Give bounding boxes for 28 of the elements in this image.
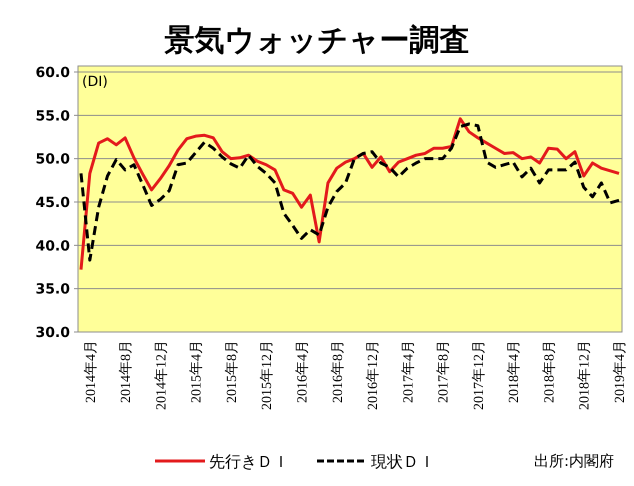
x-tick-label: 2018年8月	[541, 340, 558, 403]
x-tick-label: 2016年8月	[330, 340, 346, 403]
x-tick-label: 2017年8月	[436, 340, 452, 403]
x-tick-label: 2014年4月	[82, 340, 99, 403]
x-tick-label: 2019年4月	[612, 340, 628, 403]
text: 出所:内閣府	[534, 452, 614, 470]
x-tick-label: 2017年4月	[400, 340, 416, 403]
y-tick-label: 30.0	[35, 325, 70, 341]
x-tick-label: 2015年4月	[188, 340, 205, 403]
x-tick-label: 2017年12月	[470, 340, 487, 410]
y-tick-label: 45.0	[35, 195, 70, 211]
y-tick-label: 55.0	[35, 108, 70, 124]
x-tick-label: 2018年12月	[576, 340, 593, 410]
x-tick-label: 2015年8月	[224, 340, 240, 403]
x-tick-label: 2018年4月	[506, 340, 522, 403]
x-tick-label: 2014年12月	[153, 340, 170, 410]
chart-title: 景気ウォッチャー調査	[164, 23, 470, 58]
x-tick-label: 2015年12月	[259, 340, 276, 410]
y-axis-title: (DI)	[82, 74, 108, 90]
y-tick-label: 50.0	[35, 152, 70, 168]
legend-label: 現状ＤＩ	[371, 452, 435, 471]
y-tick-label: 35.0	[35, 282, 70, 298]
x-tick-label: 2016年12月	[365, 340, 382, 410]
legend-label: 先行きＤＩ	[209, 452, 289, 471]
x-tick-label: 2016年4月	[294, 340, 310, 403]
y-tick-label: 40.0	[35, 238, 70, 254]
x-tick-label: 2014年8月	[118, 340, 134, 403]
y-tick-label: 60.0	[35, 65, 70, 81]
